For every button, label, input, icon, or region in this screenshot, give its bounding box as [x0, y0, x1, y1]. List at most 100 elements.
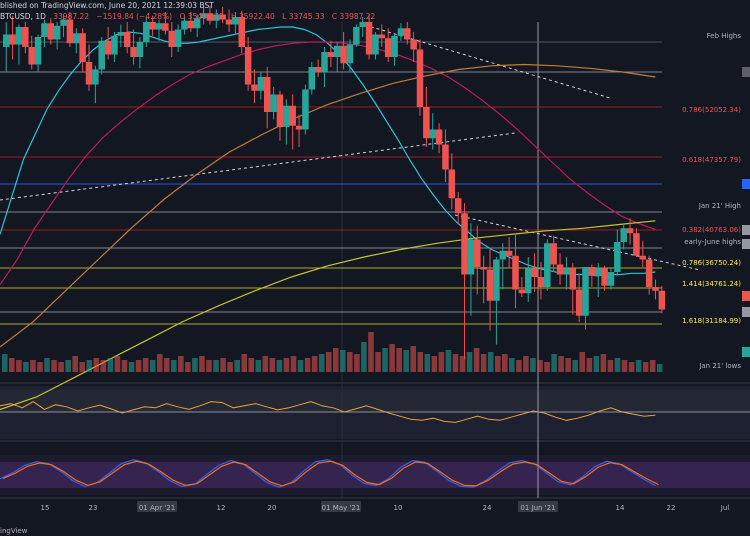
candle-body	[575, 289, 583, 316]
candle-body	[181, 20, 188, 30]
candle-body	[531, 268, 538, 277]
publish-text: blished on TradingView.com, June 20, 202…	[0, 1, 214, 10]
volume-bar	[579, 352, 586, 372]
candle-body	[582, 267, 589, 316]
candle-body	[251, 84, 258, 91]
volume-bar	[142, 358, 149, 372]
volume-bar	[445, 350, 452, 372]
candle-body	[174, 29, 182, 47]
volume-bar	[565, 358, 571, 372]
candle-body	[314, 67, 322, 72]
candle-body	[486, 269, 494, 301]
candle-body	[92, 69, 99, 85]
volume-bar	[523, 356, 529, 372]
volume-bar	[487, 352, 494, 372]
candle-body	[397, 28, 405, 36]
volume-bar	[44, 358, 50, 372]
candle-body	[346, 44, 354, 64]
candle-body	[289, 105, 296, 126]
volume-bar	[438, 352, 445, 372]
volume-bar	[635, 360, 642, 372]
level-annotation: early-June highs	[684, 238, 741, 246]
volume-bar	[121, 360, 128, 372]
candle-body	[3, 34, 10, 47]
candle-body	[206, 13, 214, 21]
price-change: −1519.84 (−4.28%)	[96, 12, 173, 21]
price-tag	[742, 291, 750, 301]
volume-bar	[600, 354, 607, 372]
candle-body	[550, 243, 557, 265]
candle-body	[448, 169, 456, 199]
volume-bar	[642, 362, 649, 372]
candle-body	[518, 289, 526, 294]
candle-body	[340, 45, 347, 64]
volume-bar	[354, 354, 360, 372]
volume-bar	[206, 360, 212, 372]
candle-body	[556, 264, 564, 275]
publish-info: blished on TradingView.com, June 20, 202…	[0, 0, 750, 11]
candle-body	[308, 67, 316, 90]
volume-bar	[163, 358, 170, 372]
candle-body	[442, 144, 449, 170]
volume-bar	[516, 360, 522, 372]
candle-body	[225, 19, 233, 25]
volume-bar	[213, 360, 219, 372]
volume-bar	[480, 354, 487, 372]
symbol-info-row: BTCUSD, 1D 33987.22 −1519.84 (−4.28%) O …	[0, 11, 380, 23]
candle-body	[607, 272, 615, 286]
volume-bar	[311, 356, 318, 372]
candle-body	[645, 259, 653, 287]
volume-bar	[23, 362, 29, 372]
candle-body	[633, 233, 640, 256]
price-tag	[742, 225, 750, 235]
volume-bar	[410, 346, 417, 372]
candle-body	[429, 129, 436, 139]
volume-bar	[325, 352, 332, 372]
volume-bar	[586, 358, 593, 372]
close-value: C 33987.22	[331, 12, 376, 21]
x-axis-tick-label: 23	[89, 504, 98, 512]
volume-bar	[185, 362, 191, 372]
candle-body	[467, 239, 475, 275]
candle-body	[98, 40, 105, 70]
volume-bar	[149, 360, 156, 372]
x-axis-tick-label: Jul	[720, 504, 730, 512]
volume-bar	[494, 356, 501, 372]
candle-body	[435, 129, 443, 145]
volume-bar	[424, 354, 431, 372]
brand-text: ingView	[0, 527, 28, 535]
stoch-k-line	[0, 459, 656, 488]
volume-bar	[171, 360, 177, 372]
candle-body	[499, 250, 506, 260]
volume-bar	[628, 362, 635, 372]
x-axis-tick-label: 15	[41, 504, 50, 512]
candle-body	[537, 277, 545, 287]
volume-bar	[333, 348, 339, 372]
candle-body	[614, 242, 621, 272]
candle-body	[73, 33, 80, 44]
level-annotation: 1.414(34761.24)	[682, 280, 741, 288]
moving-average-line	[0, 41, 656, 285]
candle-body	[22, 27, 29, 47]
volume-bar	[551, 354, 557, 372]
volume-bar	[304, 358, 311, 372]
candle-body	[111, 35, 118, 55]
volume-bar	[382, 348, 388, 372]
volume-bar	[389, 344, 395, 372]
candle-body	[257, 77, 265, 91]
volume-bar	[417, 352, 424, 372]
volume-bar	[502, 354, 508, 372]
x-axis-tick-label: 10	[394, 504, 403, 512]
volume-bar	[255, 360, 262, 372]
price-tag	[742, 239, 750, 249]
volume-bar	[262, 356, 269, 372]
candle-body	[524, 268, 532, 294]
candle-body	[620, 228, 627, 242]
candle-body	[283, 105, 290, 127]
candle-body	[136, 42, 144, 57]
candle-body	[123, 32, 131, 47]
candle-body	[658, 290, 666, 310]
candle-body	[162, 23, 169, 31]
